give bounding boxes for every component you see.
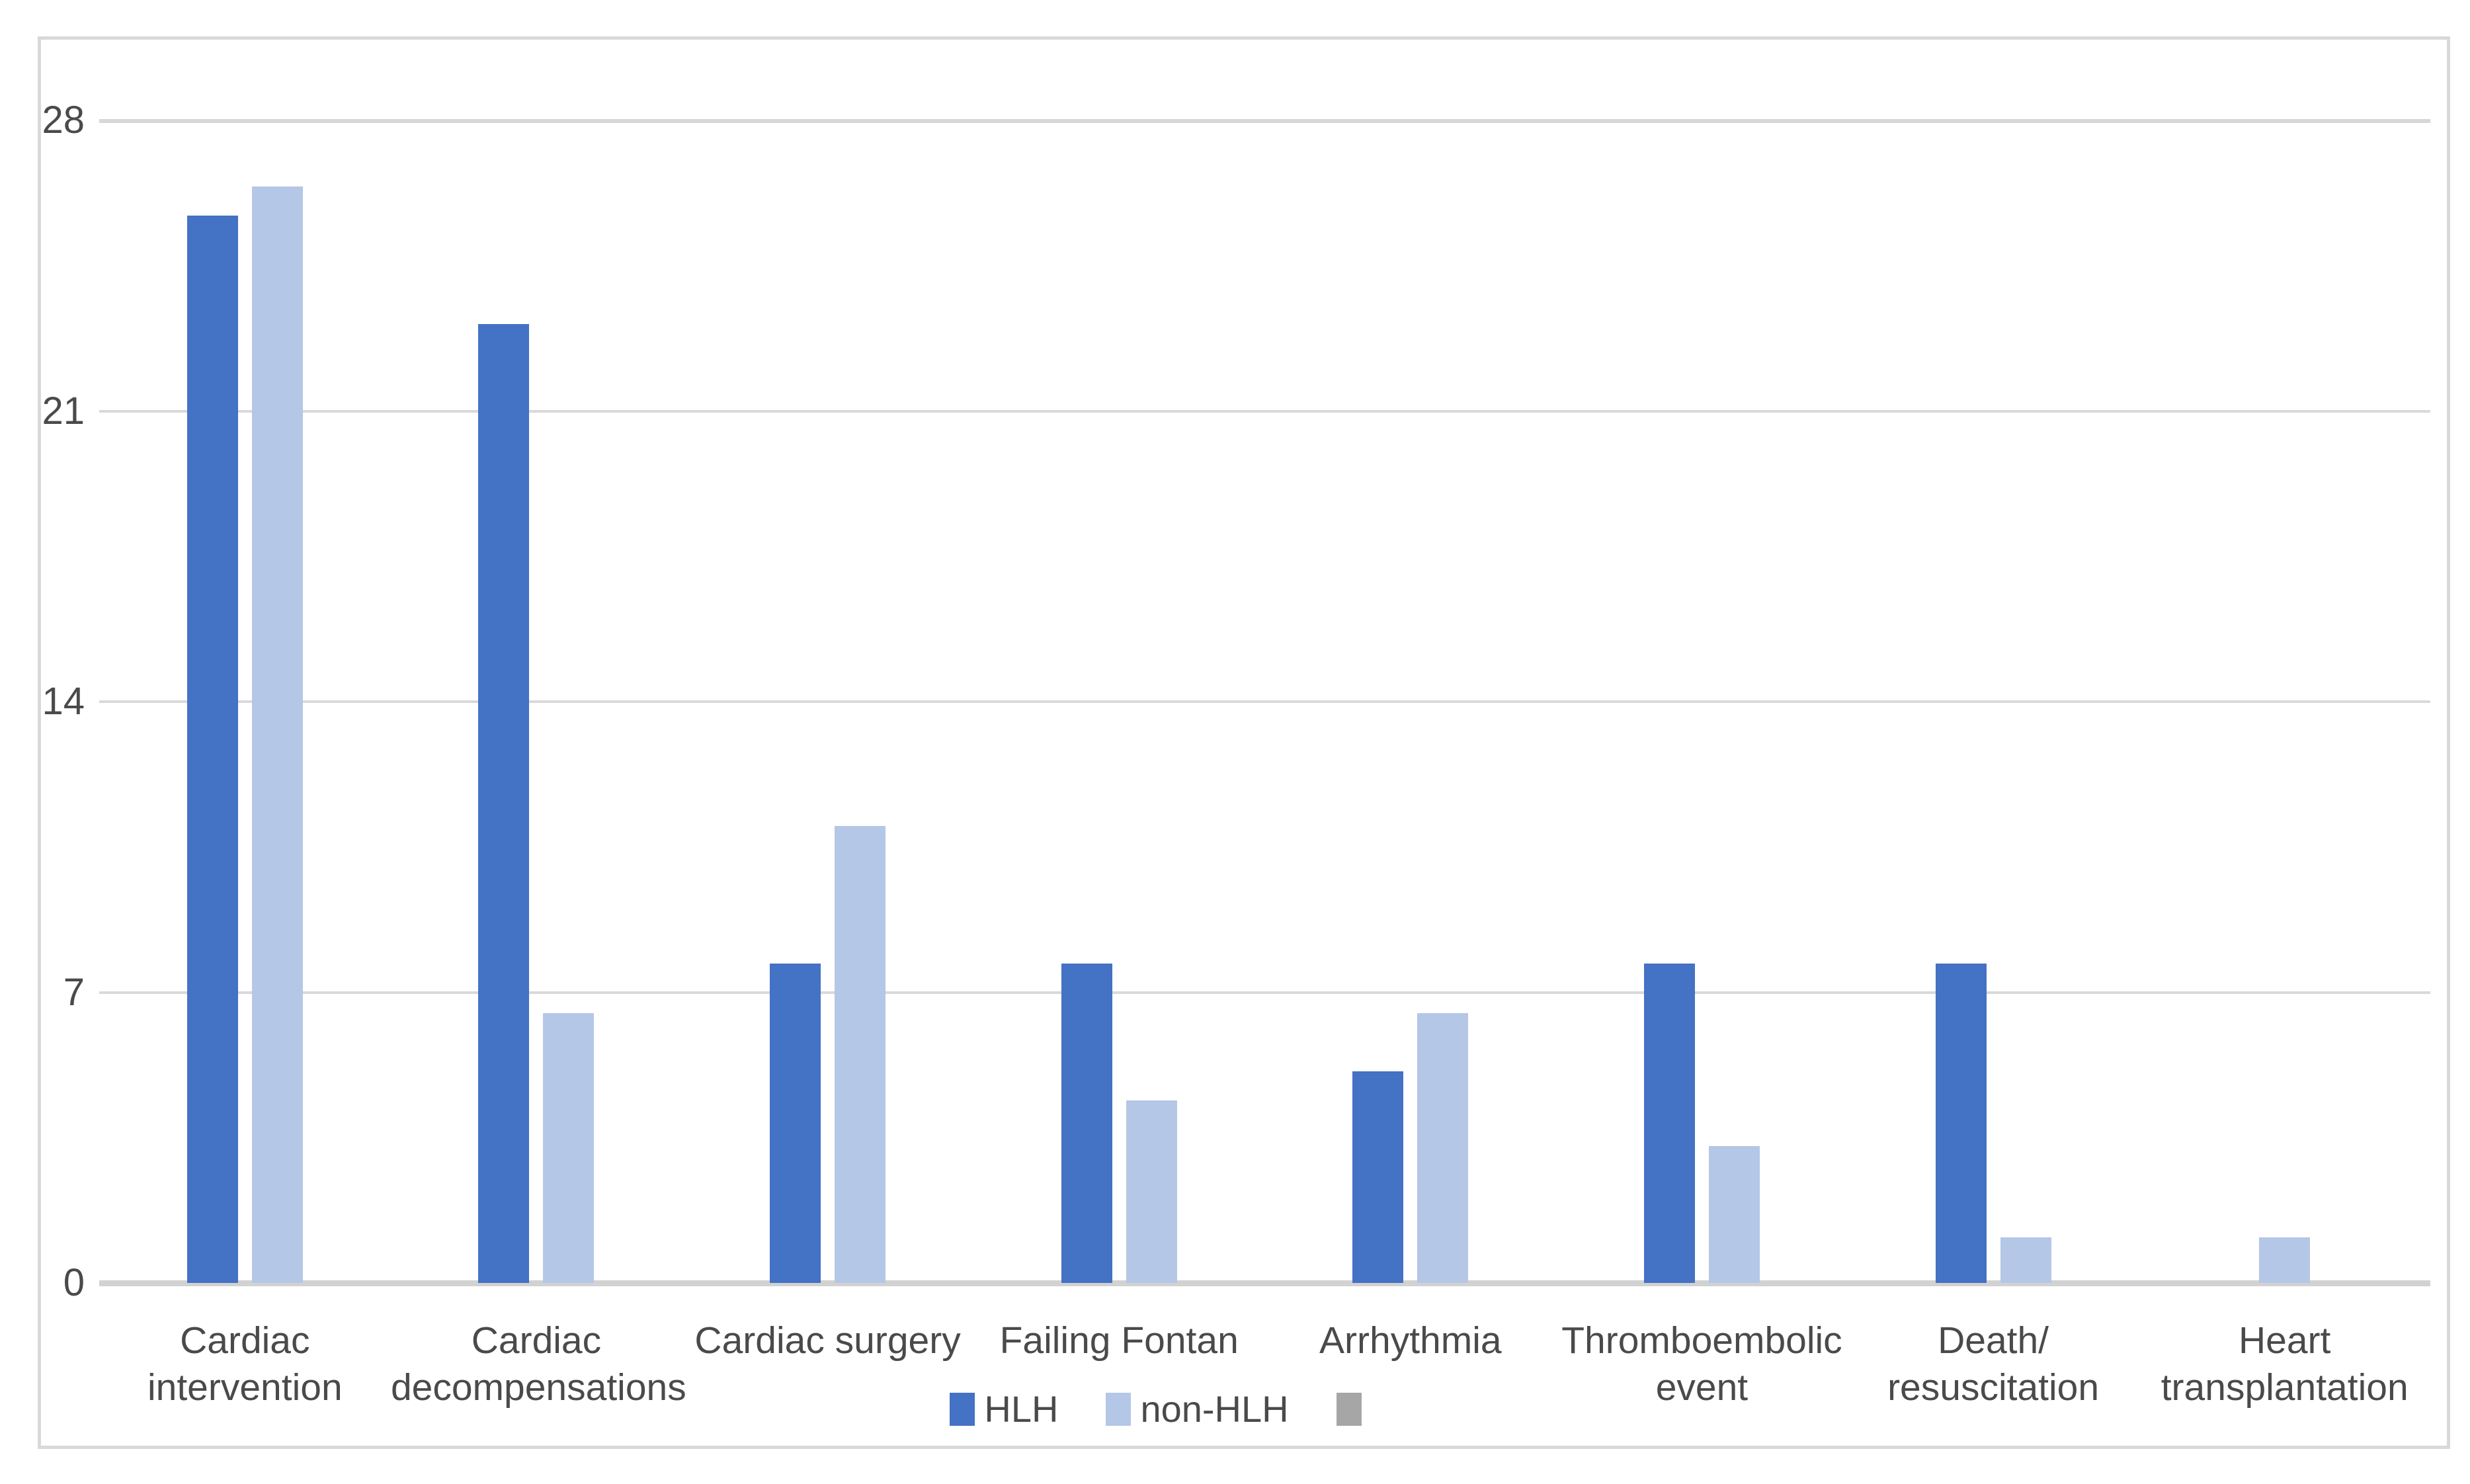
legend-label-HLH: HLH [984, 1388, 1059, 1430]
bar-group-8 [2139, 1237, 2430, 1283]
bar-non-HLH-5 [1417, 1013, 1469, 1283]
gridline-y-14 [99, 700, 2430, 703]
gridline-y-28 [99, 119, 2430, 123]
bar-non-HLH-7 [2000, 1237, 2051, 1283]
bar-non-HLH-6 [1708, 1146, 1760, 1283]
x-axis-label-1: Cardiac intervention [147, 1319, 343, 1409]
x-axis-label-8: Heart transplantation [2161, 1319, 2408, 1409]
bar-group-4 [973, 964, 1265, 1283]
y-tick-label-21: 21 [42, 389, 85, 433]
legend-item-unnamed [1336, 1392, 1362, 1426]
bar-HLH-3 [770, 964, 821, 1283]
gridline-y-7 [99, 991, 2430, 994]
x-axis-label-6: Thromboembolic event [1561, 1319, 1842, 1409]
y-tick-label-14: 14 [42, 680, 85, 723]
bar-HLH-4 [1061, 964, 1112, 1283]
bar-group-2 [391, 324, 682, 1283]
x-axis-label-4: Failing Fontan [999, 1319, 1239, 1362]
legend-item-HLH: HLH [950, 1387, 1058, 1430]
bar-group-3 [682, 826, 973, 1283]
bar-group-1 [99, 186, 391, 1283]
bar-non-HLH-3 [835, 826, 886, 1283]
y-tick-label-28: 28 [42, 99, 85, 142]
x-axis-label-7: Death/ resuscitation [1887, 1319, 2100, 1409]
legend-swatch-non-HLH [1106, 1392, 1132, 1426]
legend-swatch-unnamed [1336, 1392, 1362, 1426]
y-tick-label-7: 7 [63, 970, 85, 1014]
bar-HLH-6 [1643, 964, 1695, 1283]
chart-legend: HLH non-HLH [0, 1387, 2391, 1430]
bar-group-5 [1265, 1013, 1557, 1283]
x-axis-label-3: Cardiac surgery [694, 1319, 961, 1362]
bar-non-HLH-8 [2259, 1237, 2311, 1283]
gridline-y-21 [99, 409, 2430, 413]
bar-non-HLH-1 [251, 186, 303, 1283]
x-axis-line [99, 1280, 2430, 1286]
bar-HLH-5 [1352, 1071, 1404, 1283]
x-axis-label-2: Cardiac decompensations [390, 1319, 686, 1409]
bar-group-6 [1556, 964, 1848, 1283]
legend-item-non-HLH: non-HLH [1106, 1387, 1289, 1430]
bar-HLH-7 [1935, 964, 1987, 1283]
x-axis-label-5: Arrhythmia [1319, 1319, 1502, 1362]
bar-non-HLH-4 [1126, 1100, 1177, 1283]
bar-HLH-2 [478, 324, 530, 1283]
y-tick-label-0: 0 [63, 1261, 85, 1304]
bar-group-7 [1848, 964, 2139, 1283]
bar-non-HLH-2 [543, 1013, 595, 1283]
bar-HLH-1 [186, 216, 238, 1283]
legend-swatch-HLH [950, 1392, 975, 1426]
chart-plot-border [38, 36, 2450, 1449]
legend-label-non-HLH: non-HLH [1140, 1388, 1289, 1430]
